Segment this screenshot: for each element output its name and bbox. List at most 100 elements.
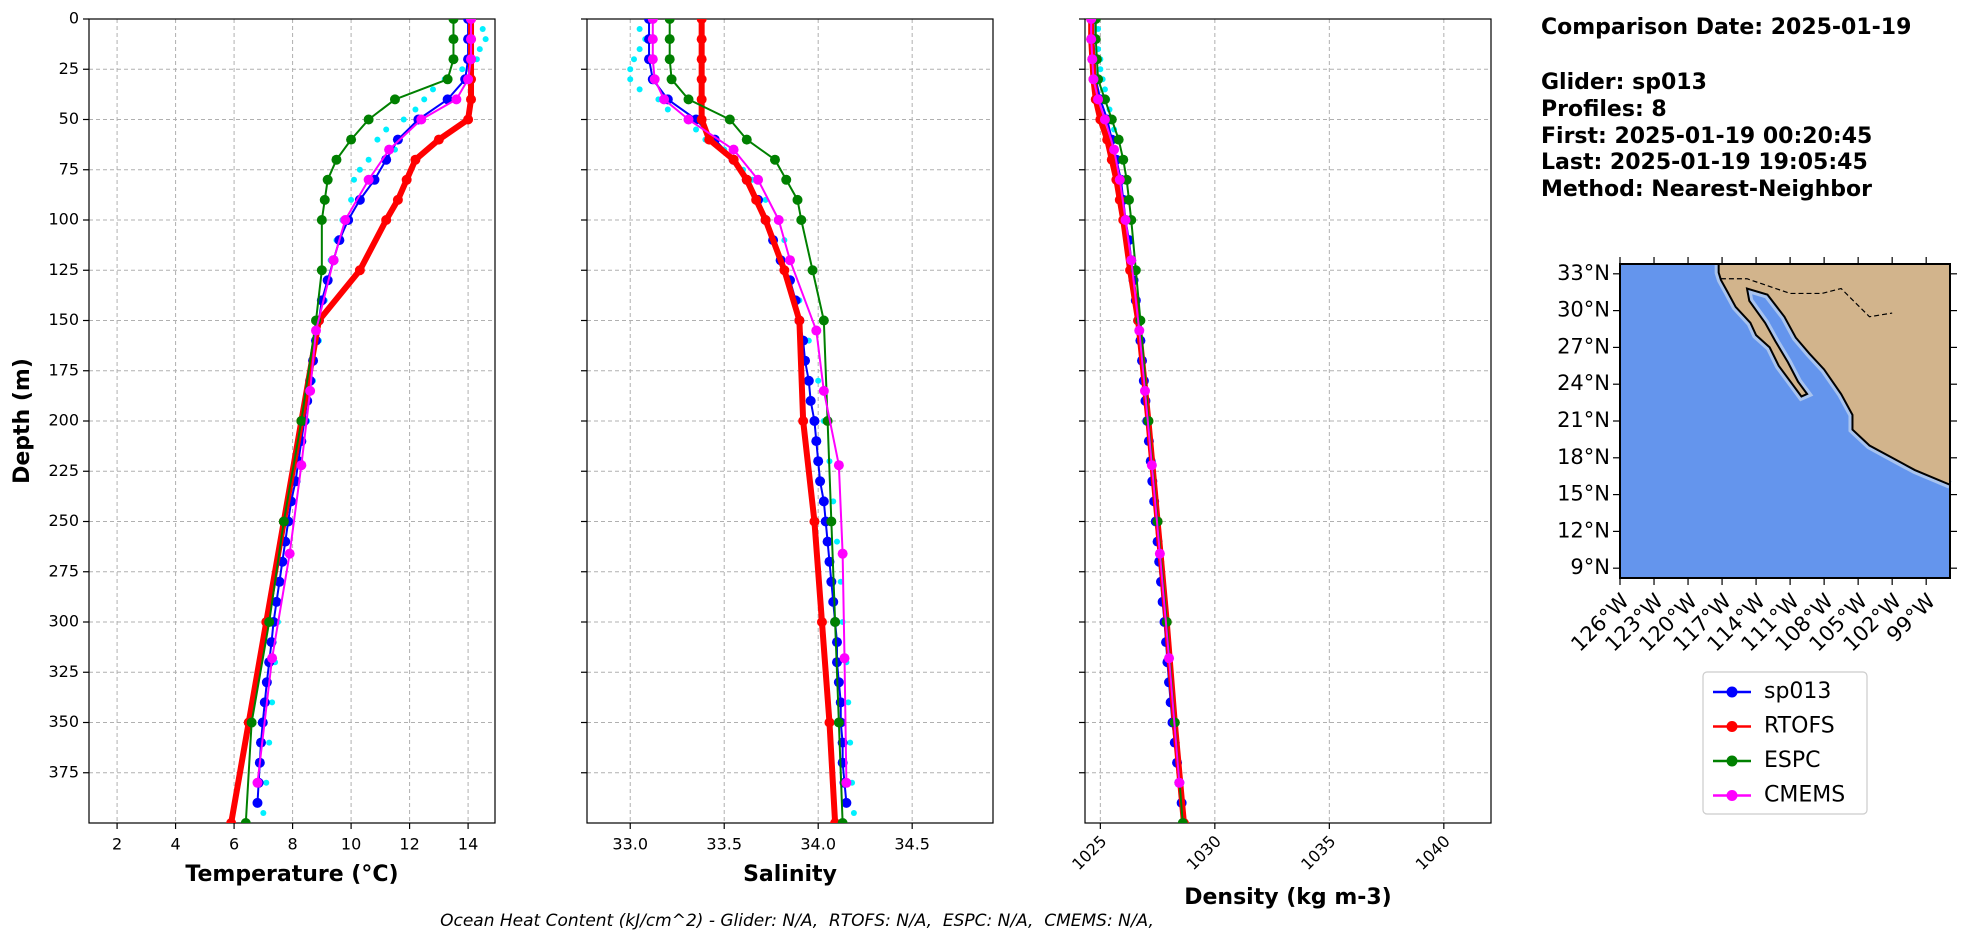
x-axis-label: Density (kg m-3) (1184, 885, 1392, 910)
y-tick-label: 75 (59, 159, 79, 178)
profile-point (728, 154, 739, 165)
profile-point (841, 797, 852, 808)
profile-point (252, 777, 263, 788)
profile-point (463, 114, 474, 125)
profile-point (826, 576, 837, 587)
profile-point (1118, 154, 1129, 165)
profile-point (1101, 86, 1108, 93)
profile-point (683, 114, 694, 125)
profile-point (274, 576, 285, 587)
y-tick-label: 50 (59, 109, 79, 128)
profile-point (1087, 54, 1098, 65)
profile-point (773, 215, 784, 225)
profile-point (636, 46, 643, 53)
plot-frame (88, 18, 496, 824)
profile-point (728, 144, 739, 155)
profile-point (636, 26, 643, 33)
profile-point (322, 174, 333, 185)
map-lat-label: 12°N (1557, 518, 1610, 542)
profile-point (448, 34, 459, 45)
profile-point (226, 818, 237, 823)
profile-point (466, 54, 477, 65)
profile-point (451, 94, 462, 105)
profile-point (365, 156, 372, 163)
x-tick-label: 2 (112, 835, 122, 854)
profile-point (319, 194, 330, 205)
profile-point (647, 19, 658, 24)
profile-point (448, 54, 459, 65)
profile-point (811, 325, 822, 336)
profile-point (794, 315, 805, 326)
profile-point (811, 436, 822, 447)
profile-point (1164, 653, 1175, 664)
profile-point (741, 174, 752, 185)
profile-point (416, 114, 427, 125)
profile-point (805, 395, 816, 406)
x-tick-label: 4 (170, 835, 180, 854)
profile-point (822, 536, 833, 547)
profile-point (374, 136, 381, 143)
y-tick-label: 100 (48, 210, 79, 229)
profile-point (421, 96, 428, 103)
profile-point (260, 809, 267, 816)
profile-point (1109, 144, 1120, 155)
profile-point (482, 36, 489, 43)
profile-point (647, 34, 658, 45)
profile-point (845, 699, 852, 706)
profile-point (664, 34, 675, 45)
plot-frame (586, 18, 994, 824)
profile-point (833, 717, 844, 728)
info-line: Comparison Date: 2025-01-19 (1541, 15, 1911, 40)
profile-point (459, 66, 466, 73)
x-tick-label: 6 (229, 835, 239, 854)
profile-point (271, 596, 282, 607)
profile-point (753, 174, 764, 185)
series-layer (627, 19, 857, 823)
profile-point (442, 74, 453, 85)
profile-point (659, 94, 670, 105)
profile-point (813, 456, 824, 467)
profile-point (818, 496, 829, 507)
profile-point (1099, 114, 1110, 125)
profile-point (296, 416, 307, 426)
profile-point (841, 777, 852, 788)
profile-point (331, 154, 342, 165)
profile-point (696, 74, 707, 85)
profile-point (401, 174, 412, 185)
profile-point (837, 818, 848, 823)
profile-point (1113, 134, 1124, 145)
y-tick-label: 200 (48, 411, 79, 430)
profile-point (696, 94, 707, 105)
x-tick-label: 33.0 (612, 835, 648, 854)
profile-point (847, 739, 854, 746)
profile-point (463, 74, 474, 85)
profile-point (448, 19, 459, 24)
y-tick-label: 0 (69, 9, 79, 28)
x-tick-label: 14 (458, 835, 478, 854)
profile-point (476, 46, 483, 53)
profile-point (356, 166, 363, 173)
profile-point (816, 617, 827, 627)
x-axis-label: Salinity (743, 862, 837, 887)
legend-label: CMEMS (1764, 783, 1845, 808)
profile-point (833, 677, 844, 688)
x-tick-label: 12 (399, 835, 419, 854)
y-tick-label: 325 (48, 662, 79, 681)
profile-point (1088, 74, 1099, 85)
profile-point (340, 215, 351, 225)
profile-point (815, 476, 826, 487)
x-tick-label: 8 (287, 835, 297, 854)
profile-point (664, 106, 671, 113)
profile-point (779, 265, 790, 276)
profile-point (354, 265, 365, 276)
profile-point (696, 19, 707, 24)
x-tick-label: 33.5 (706, 835, 742, 854)
profile-point (741, 134, 752, 145)
info-line: First: 2025-01-19 00:20:45 (1541, 124, 1872, 149)
x-axis-label: Temperature (°C) (185, 862, 398, 887)
profile-point (392, 134, 403, 145)
profile-point (815, 377, 822, 384)
legend-marker (1726, 721, 1738, 732)
profile-point (664, 19, 675, 24)
profile-point (266, 739, 273, 746)
